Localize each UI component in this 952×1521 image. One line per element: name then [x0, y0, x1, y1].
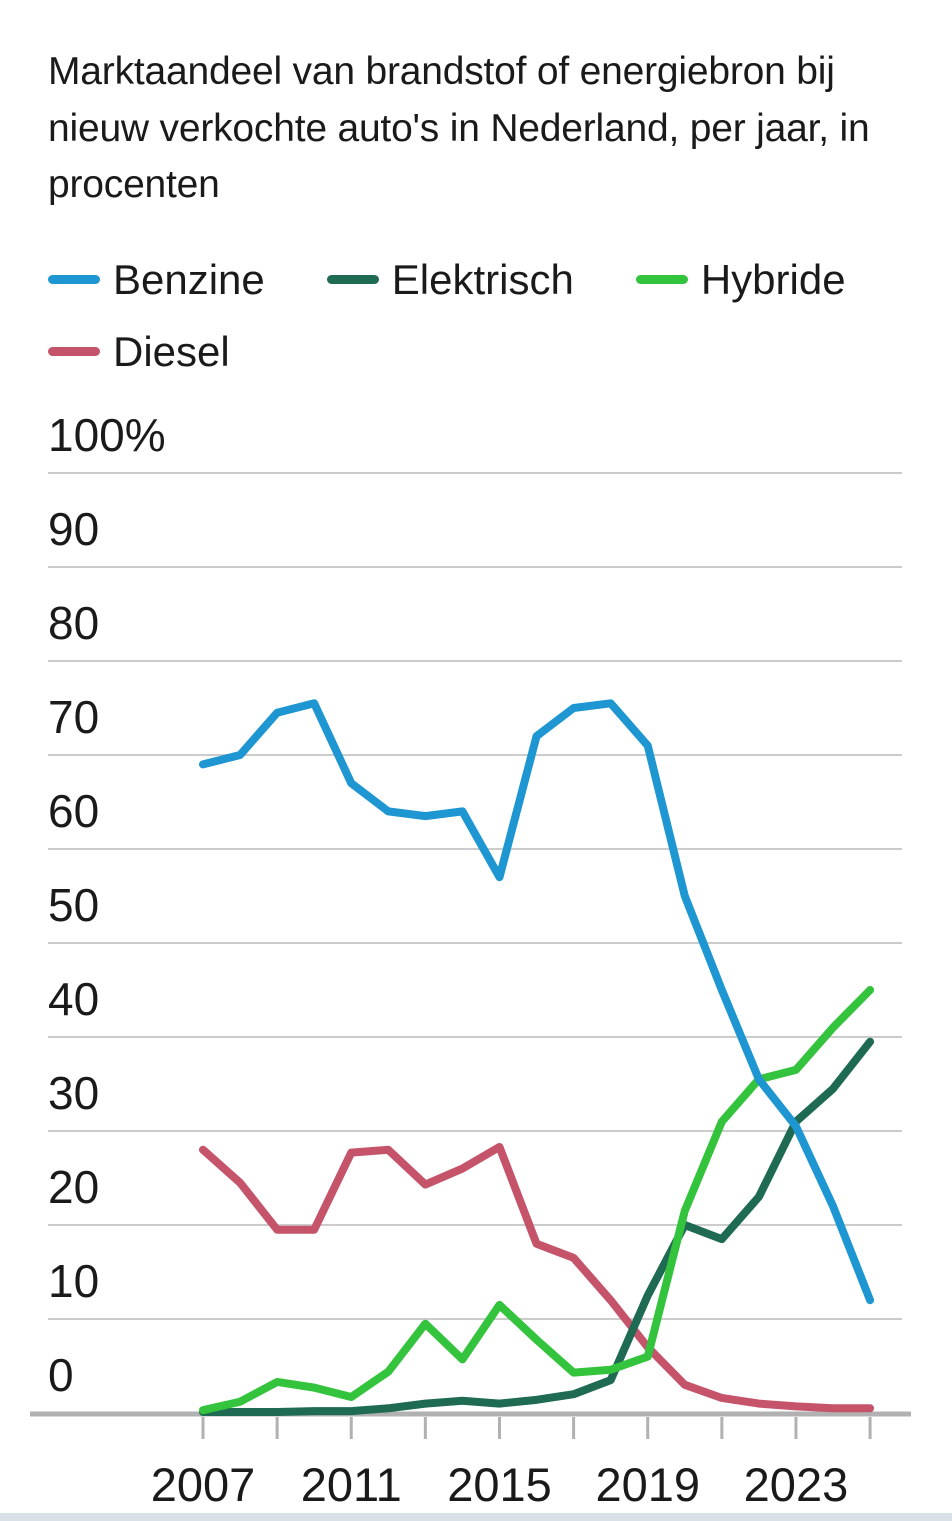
y-label-50: 50 — [48, 879, 99, 931]
y-label-40: 40 — [48, 973, 99, 1025]
legend-item-hybride: Hybride — [635, 255, 846, 304]
legend-label-hybride: Hybride — [700, 255, 846, 303]
y-label-100: 100% — [48, 409, 166, 461]
legend-label-benzine: Benzine — [113, 255, 265, 303]
series-line-elektrisch — [199, 1037, 875, 1417]
legend-item-benzine: Benzine — [48, 256, 265, 304]
x-label-2007: 2007 — [151, 1458, 256, 1511]
chart-title: Marktaandeel van brandstof of energiebro… — [48, 50, 870, 207]
series-line-diesel — [199, 1142, 875, 1413]
y-label-10: 10 — [48, 1255, 99, 1307]
legend-label-diesel: Diesel — [113, 327, 230, 375]
y-label-30: 30 — [48, 1067, 99, 1119]
bottom-bar — [0, 1513, 952, 1521]
legend-swatch-diesel — [48, 347, 100, 357]
legend-swatch-benzine — [48, 275, 100, 285]
x-axis — [30, 1411, 911, 1439]
y-label-90: 90 — [48, 503, 99, 555]
x-label-2023: 2023 — [744, 1458, 849, 1511]
y-label-60: 60 — [48, 785, 99, 837]
x-axis-labels: 2007 2011 2015 2019 2023 — [151, 1458, 849, 1511]
series-line-hybride — [199, 986, 875, 1415]
x-label-2011: 2011 — [301, 1458, 402, 1511]
legend-item-diesel: Diesel — [48, 328, 230, 376]
gridlines — [48, 472, 902, 1320]
y-label-80: 80 — [48, 597, 99, 649]
y-axis-labels: 0 10 20 30 40 50 60 70 80 90 100% — [48, 409, 166, 1401]
legend-item-elektrisch: Elektrisch — [326, 255, 574, 304]
legend-swatch-elektrisch — [326, 275, 379, 285]
y-label-0: 0 — [48, 1349, 74, 1401]
x-label-2019: 2019 — [595, 1458, 700, 1511]
x-label-2015: 2015 — [447, 1458, 552, 1511]
y-label-70: 70 — [48, 691, 99, 743]
y-label-20: 20 — [48, 1161, 99, 1213]
legend-swatch-hybride — [635, 275, 688, 285]
chart-legend: Benzine Elektrisch Hybride Diesel — [48, 256, 928, 376]
series-line-benzine — [199, 699, 875, 1305]
legend-label-elektrisch: Elektrisch — [391, 255, 574, 303]
